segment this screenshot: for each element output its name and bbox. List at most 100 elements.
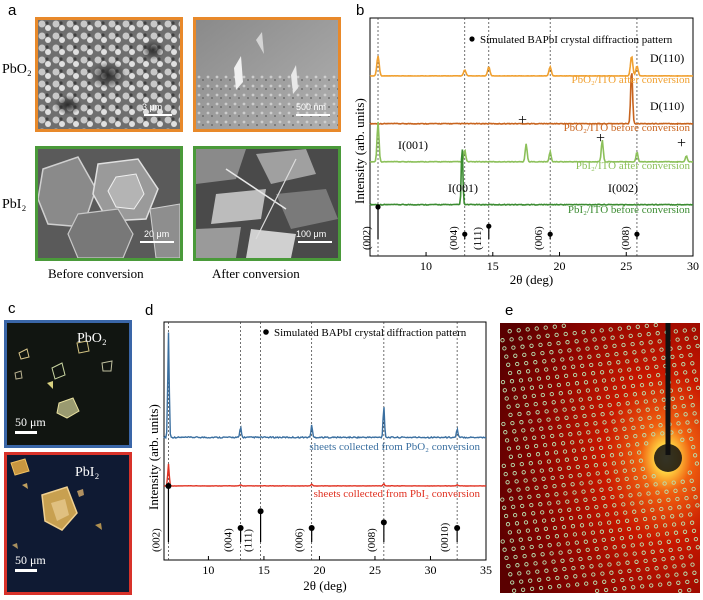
diffraction-spot (502, 388, 507, 393)
x-tick-label: 25 (620, 259, 632, 273)
diffraction-spot (657, 498, 662, 503)
diffraction-spot (561, 323, 566, 328)
diffraction-spot (670, 396, 675, 401)
diffraction-spot (551, 400, 556, 405)
scale-bar-label: 20 μm (144, 229, 170, 239)
diffraction-spot (683, 412, 688, 417)
diffraction-spot (536, 334, 541, 339)
diffraction-spot (602, 420, 607, 425)
diffraction-spot (536, 493, 541, 499)
diffraction-spot (598, 361, 603, 367)
diffraction-spot (551, 559, 556, 564)
diffraction-spot (634, 358, 639, 363)
diffraction-spot (559, 474, 564, 480)
scale-bar-label: 50 μm (15, 415, 46, 429)
diffraction-spot (512, 512, 518, 518)
diffraction-spot (602, 462, 608, 467)
simulated-peak-marker (375, 204, 381, 210)
diffraction-spot (609, 570, 614, 575)
diffraction-spot (558, 550, 563, 555)
diffraction-spot (625, 359, 630, 364)
diffraction-spot (616, 561, 621, 566)
hkl-label: (0010) (439, 522, 451, 552)
hkl-label: (008) (620, 226, 632, 250)
diffraction-spot (655, 490, 660, 495)
diffraction-spot (678, 429, 683, 434)
diffraction-spot (565, 541, 570, 546)
diffraction-spot (670, 556, 675, 561)
diffraction-spot (540, 510, 545, 515)
hkl-label: (111) (243, 529, 255, 552)
diffraction-spot (615, 477, 620, 482)
diffraction-spot (551, 442, 557, 447)
diffraction-spot (532, 519, 538, 524)
diffraction-spot (583, 497, 588, 502)
diffraction-spot (556, 542, 561, 547)
diffraction-spot (648, 382, 654, 387)
diffraction-spot (525, 528, 531, 533)
diffraction-spot (603, 587, 609, 593)
diffraction-spot (681, 362, 686, 367)
diffraction-spot (527, 335, 532, 340)
diffraction-spot (566, 465, 571, 471)
diffraction-spot (635, 525, 641, 531)
diffraction-spot (670, 514, 675, 519)
diffraction-spot (553, 366, 558, 371)
diffraction-spot (544, 409, 549, 414)
diffraction-spot (682, 328, 687, 333)
diffraction-spot (568, 515, 574, 521)
diffraction-spot (626, 526, 632, 532)
diffraction-spot (603, 344, 608, 349)
diffraction-spot (602, 579, 607, 584)
simulated-peak-marker (454, 525, 461, 531)
sem-image-pbo2-before: 3 μm (35, 17, 183, 132)
diffraction-spot (636, 366, 641, 371)
diffraction-spot (511, 345, 516, 350)
diffraction-spot (563, 533, 569, 538)
diffraction-spot (597, 521, 603, 526)
diffraction-spot (679, 395, 684, 401)
diffraction-spot (629, 459, 635, 464)
diffraction-spot (505, 480, 510, 485)
diffraction-spot (525, 486, 530, 491)
diffraction-spot (566, 583, 571, 588)
diffraction-spot (587, 396, 592, 401)
diffraction-spot (586, 472, 591, 477)
diffraction-spot (620, 460, 626, 465)
panel-label-d: d (145, 302, 154, 319)
diffraction-spot (601, 537, 606, 543)
diffraction-spot (544, 451, 550, 456)
diffraction-spot (690, 562, 695, 567)
diffraction-spot (583, 338, 588, 343)
diffraction-spot (593, 580, 598, 585)
diffraction-spot (604, 428, 609, 433)
diffraction-spot (579, 439, 584, 444)
diffraction-spot (603, 545, 608, 551)
diffraction-spot (630, 341, 635, 347)
diffraction-spot (540, 552, 545, 557)
diffraction-spot (521, 428, 526, 433)
panel-label-e: e (505, 302, 514, 319)
diffraction-spot (558, 508, 563, 513)
diffraction-spot (653, 482, 658, 487)
diffraction-spot (654, 364, 659, 370)
diffraction-spot (610, 494, 615, 500)
diffraction-spot (672, 564, 677, 569)
diffraction-spot (626, 443, 631, 448)
diffraction-spot (676, 580, 681, 585)
diffraction-spot (637, 492, 642, 497)
diffraction-spot (630, 543, 635, 548)
diffraction-spot (637, 374, 643, 380)
diffraction-spot (600, 571, 605, 576)
diffraction-spot (592, 538, 597, 543)
diffraction-spot (528, 461, 533, 466)
diffraction-spot (617, 485, 622, 491)
diffraction-spot (533, 360, 538, 365)
diffraction-spot (558, 391, 563, 396)
diffraction-spot (551, 358, 556, 363)
diffraction-spot (671, 480, 676, 485)
diffraction-spot (508, 572, 513, 577)
hkl-label: (004) (223, 528, 235, 552)
diffraction-spot (571, 448, 577, 453)
diffraction-spot (638, 458, 644, 463)
